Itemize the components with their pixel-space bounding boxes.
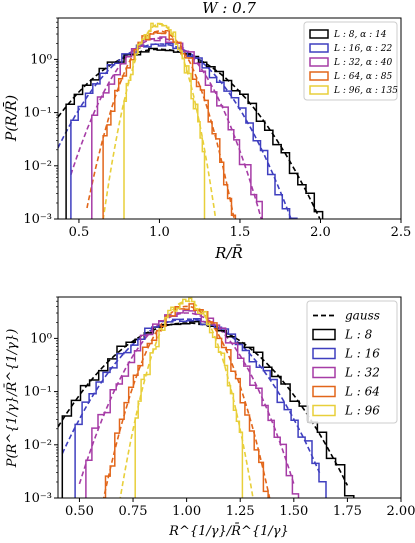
gauss-fit-curve-2 [70,37,263,219]
gauss-fit-curve-2 [78,312,295,485]
legend-label: L : 64 [344,385,380,399]
histogram-series-2 [91,36,263,219]
top-legend: L : 8, α : 14 L : 16, α : 22 L : 32, α : 4… [303,21,398,101]
legend-swatch [312,385,336,398]
x-tick-label: 0.50 [65,504,94,519]
legend-swatch [309,43,329,53]
legend-swatch [309,57,329,67]
gauss-fit-curve-0 [58,48,321,219]
legend-label: L : 16, α : 22 [333,44,392,54]
x-tick-label: 1.25 [226,504,255,519]
top-panel: W : 0.7 0.5 1.0 1.5 2.0 2.5 10⁻³ 10⁻² 10⁻¹ 10⁰ R… [2,0,411,262]
bottom-y-axis-label: P(R^{1/γ}/R̄^{1/γ}) [4,329,20,469]
y-tick-label: 10⁻¹ [23,385,52,400]
legend-label: L : 32, α : 40 [333,58,392,68]
x-tick-label: 1.5 [230,225,251,240]
top-x-axis-label: R/R̄ [214,244,243,262]
x-tick-label: 1.0 [149,225,170,240]
y-tick-label: 10⁻³ [23,491,52,506]
legend-label: L : 32 [344,366,380,380]
x-tick-label: 2.0 [310,225,331,240]
legend-label: L : 96 [344,404,380,418]
histogram-series-2 [85,309,300,498]
legend-swatch [309,29,329,39]
top-plot-frame [57,17,402,220]
x-tick-label: 0.75 [119,504,148,519]
gauss-fit-curve-1 [61,318,321,474]
top-chart-title: W : 0.7 [202,0,256,17]
x-tick-label: 1.50 [279,504,308,519]
gauss-fit-curve-3 [102,305,271,498]
top-y-axis-label: P(R/R̄) [2,95,20,142]
gauss-fit-curve-0 [58,322,349,486]
histogram-series-3 [102,29,237,219]
bottom-plot-frame [57,296,402,499]
histogram-series-3 [104,303,269,498]
x-tick-label: 2.5 [391,225,412,240]
legend-swatch [312,366,336,379]
legend-swatch [312,328,336,341]
legend-label: L : 8, α : 14 [333,30,387,40]
y-tick-label: 10⁰ [30,52,52,67]
legend-label: L : 96, α : 135 [333,86,398,96]
legend-swatch [309,85,329,95]
legend-swatch [312,347,336,360]
x-tick-label: 0.5 [69,225,90,240]
x-tick-label: 2.00 [387,504,415,519]
y-tick-label: 10⁻³ [23,212,52,227]
bottom-x-axis-label: R^{1/γ}/R̄^{1/γ} [168,523,289,539]
x-tick-label: 1.75 [333,504,362,519]
x-tick-label: 1.00 [172,504,201,519]
histogram-series-4 [123,22,206,219]
legend-box [306,300,398,424]
y-tick-label: 10⁰ [30,331,52,346]
legend-label: L : 64, α : 85 [333,72,392,82]
legend-label: L : 8 [344,328,373,342]
y-tick-label: 10⁻¹ [23,106,52,121]
histogram-series-4 [134,297,244,498]
bottom-panel: 0.50 0.75 1.00 1.25 1.50 1.75 2.00 10⁻³ 10⁻² 10⁻¹… [4,296,415,539]
y-tick-label: 10⁻² [23,159,52,174]
y-tick-label: 10⁻² [23,438,52,453]
legend-label: L : 16 [344,347,380,361]
legend-swatch [309,71,329,81]
bottom-legend: gauss L : 8 L : 16 L : 32 L : 64 L : 96 [306,300,398,424]
histogram-series-0 [65,47,324,219]
histogram-series-0 [61,320,355,498]
legend-swatch [312,404,336,417]
legend-label: gauss [345,309,380,323]
